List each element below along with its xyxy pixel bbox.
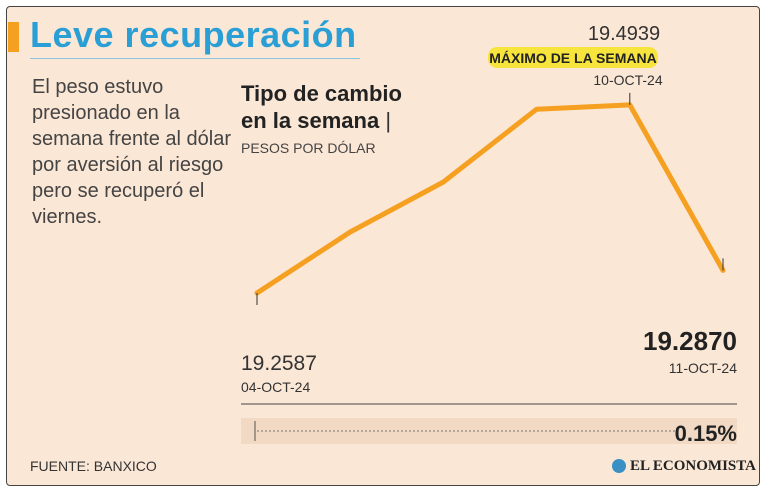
- change-percent-label: 0.15%: [675, 421, 737, 446]
- peak-badge-label: MÁXIMO DE LA SEMANA: [489, 50, 656, 66]
- brand-logo-icon: [612, 459, 626, 473]
- chart-title: Tipo de cambio en la semana |: [241, 80, 441, 134]
- start-date-label: 04-OCT-24: [241, 379, 310, 395]
- chart-subtitle: PESOS POR DÓLAR: [241, 140, 376, 156]
- brand-logo-text: EL ECONOMISTA: [630, 457, 756, 474]
- peak-badge: [488, 47, 658, 68]
- headline-accent-bar: [8, 22, 19, 52]
- start-value-label: 19.2587: [241, 352, 317, 375]
- source-label: FUENTE: BANXICO: [30, 458, 157, 474]
- brand-logo: EL ECONOMISTA: [612, 456, 756, 476]
- infographic-card: [6, 6, 760, 486]
- end-date-label: 11-OCT-24: [669, 360, 737, 376]
- peak-date-label: 10-OCT-24: [593, 72, 662, 88]
- chart-title-cursor: |: [385, 108, 392, 133]
- chart-title-line1: Tipo de cambio: [241, 81, 402, 106]
- end-value-label: 19.2870: [643, 326, 737, 356]
- peak-value-label: 19.4939: [588, 23, 660, 45]
- description: El peso estuvo presionado en la semana f…: [32, 76, 232, 228]
- headline-rule: [30, 58, 360, 59]
- point-ticks: [256, 92, 724, 306]
- series-line: [254, 102, 726, 296]
- headline: Leve recuperación: [30, 14, 357, 55]
- chart-title-line2: en la semana: [241, 108, 380, 133]
